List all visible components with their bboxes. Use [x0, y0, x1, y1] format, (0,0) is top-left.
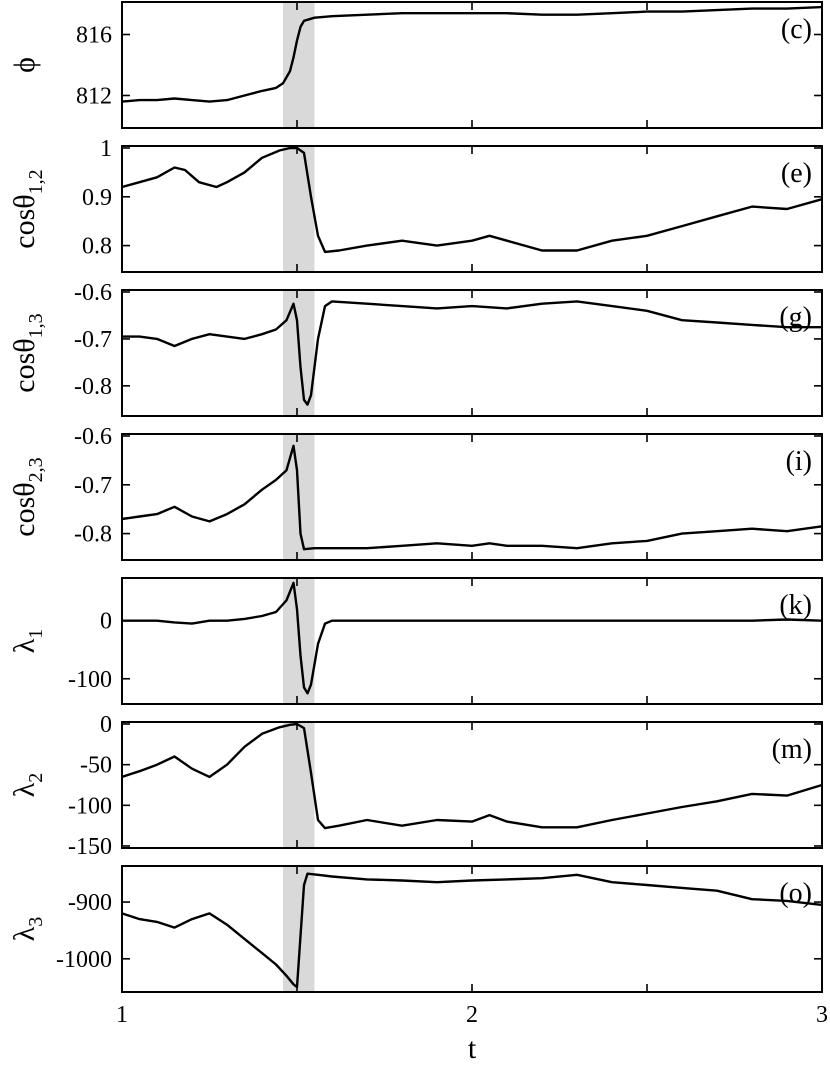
y-axis-label-subscript: 2 [25, 773, 47, 783]
y-axis-label-main: cosθ [8, 482, 41, 536]
panel-frame [121, 865, 823, 993]
series-line-g [122, 300, 822, 406]
x-axis-label: t [468, 1032, 477, 1065]
y-tick-label: -100 [68, 793, 112, 819]
y-axis-label-main: λ [8, 926, 41, 941]
panel-c: 812 816 (c) ϕ [8, 1, 823, 129]
panel-tag: (o) [779, 878, 812, 909]
y-axis-label-subscript: 1 [25, 629, 47, 639]
panel-frame [121, 145, 823, 273]
y-axis-label-subscript: 1,2 [25, 169, 47, 194]
y-tick-label: 1 [100, 136, 112, 162]
panel-g: -0.8 -0.7 -0.6 (g) cosθ1,3 [8, 280, 823, 417]
panel-tag: (i) [786, 446, 812, 477]
y-axis-label-main: cosθ [8, 194, 41, 248]
series-line-k [122, 581, 823, 695]
y-tick-label: 0.9 [82, 185, 112, 211]
y-tick-label: -1000 [56, 947, 112, 973]
y-axis-label: cosθ1,2 [8, 169, 47, 248]
panel-frame [121, 433, 823, 561]
y-axis-label-subscript: 2,3 [25, 457, 47, 482]
y-tick-label: 812 [76, 83, 112, 109]
panel-i: -0.8 -0.7 -0.6 (i) cosθ2,3 [8, 424, 823, 561]
y-axis-label: λ2 [8, 773, 47, 798]
panel-frame [121, 577, 823, 705]
y-axis-label: cosθ1,3 [8, 313, 47, 392]
y-axis-label-main: cosθ [8, 338, 41, 392]
panel-tag: (m) [772, 734, 812, 765]
y-tick-label: -100 [68, 667, 112, 693]
panel-frame [121, 721, 823, 849]
shaded-interval [283, 2, 315, 128]
y-tick-label: -0.7 [74, 327, 112, 353]
panel-frame [121, 289, 823, 417]
y-tick-label: 0 [100, 712, 112, 738]
y-axis-label-main: ϕ [8, 57, 41, 73]
series-line-m [121, 722, 823, 830]
shaded-interval [283, 722, 315, 848]
panel-m: -150 -100 -50 0 (m) λ2 [8, 712, 823, 860]
y-axis-label-subscript: 1,3 [25, 313, 47, 338]
y-tick-label: -150 [68, 834, 112, 860]
y-tick-label: -50 [80, 753, 112, 779]
panel-tag: (g) [779, 302, 812, 333]
y-axis-label: λ3 [8, 917, 47, 942]
panel-tag: (e) [781, 158, 812, 189]
x-tick-label: 3 [816, 1002, 828, 1028]
panel-tag: (c) [781, 14, 812, 45]
shaded-interval [283, 146, 315, 272]
y-tick-label: -0.6 [74, 424, 112, 450]
x-tick-label: 2 [466, 1002, 478, 1028]
y-axis-label-main: λ [8, 782, 41, 797]
panel-k: -100 0 (k) λ1 [8, 577, 823, 705]
y-tick-label: 0.8 [82, 234, 112, 260]
y-axis-label: λ1 [8, 629, 47, 654]
y-tick-label: 0 [100, 609, 112, 635]
panel-e: 0.8 0.9 1 (e) cosθ1,2 [8, 136, 823, 273]
y-tick-label: -0.6 [74, 280, 112, 306]
y-axis-label: ϕ [8, 57, 41, 73]
y-tick-label: -0.8 [74, 374, 112, 400]
series-line-e [121, 146, 823, 254]
y-axis-label: cosθ2,3 [8, 457, 47, 536]
y-tick-label: 816 [76, 23, 112, 49]
y-tick-label: -0.8 [74, 522, 112, 548]
panel-tag: (k) [779, 590, 812, 621]
panel-o: -1000 -900 (o) λ3 [8, 865, 823, 993]
y-tick-label: -900 [68, 890, 112, 916]
panel-frame [121, 1, 823, 129]
y-axis-label-subscript: 3 [25, 917, 47, 927]
y-tick-label: -0.7 [74, 473, 112, 499]
series-line-i [121, 444, 823, 551]
y-axis-label-main: λ [8, 638, 41, 653]
x-tick-label: 1 [116, 1002, 128, 1028]
series-line-c [121, 5, 823, 103]
series-line-o [121, 872, 823, 989]
